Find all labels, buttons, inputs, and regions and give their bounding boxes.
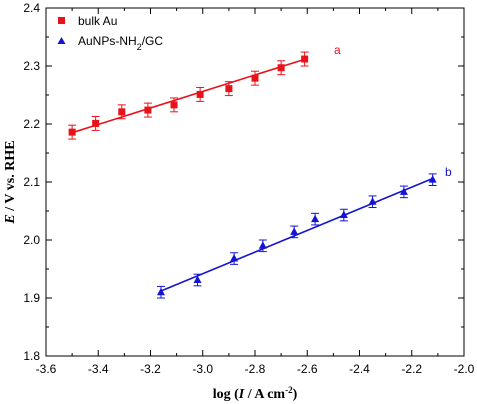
legend-label-bulk-au: bulk Au [78,14,117,28]
y-tick-label: 2.4 [23,1,40,15]
annotation-b: b [445,165,452,179]
data-point-bulk-au [92,119,100,127]
y-tick-label: 1.9 [23,291,40,305]
y-tick-label: 2.0 [23,233,40,247]
data-point-aunps [311,214,320,223]
error-bars [68,51,437,299]
x-tick-label: -2.0 [454,362,475,376]
tick-labels: -3.6 -3.4 -3.2 -3.0 -2.8 -2.6 -2.4 -2.2 -2.0 1.8 1… [23,1,474,376]
annotation-a: a [334,43,341,57]
data-point-aunps [290,227,299,235]
data-points [68,55,437,296]
data-point-bulk-au [118,108,126,116]
data-point-aunps [368,197,377,205]
x-tick-label: -2.8 [245,362,266,376]
legend: bulk Au AuNPs-NH2/GC [57,14,163,52]
x-tick-label: -2.4 [349,362,370,376]
y-axis-title: E / V vs. RHE [3,140,18,224]
data-point-aunps [258,241,267,249]
x-tick-label: -3.0 [192,362,213,376]
fit-line-series-1 [71,57,308,134]
data-point-bulk-au [225,85,233,93]
x-tick-label: -3.2 [140,362,161,376]
data-point-aunps [399,187,408,195]
data-point-bulk-au [170,101,178,109]
x-tick-label: -3.4 [88,362,109,376]
y-tick-label: 2.1 [23,175,40,189]
y-tick-label: 1.8 [23,349,40,363]
legend-marker-bulk-au [58,17,65,24]
data-point-bulk-au [144,106,152,114]
ticks [45,7,465,357]
x-axis-title: log (I / A cm-2) [213,385,298,402]
data-point-aunps [230,254,239,262]
data-point-bulk-au [301,55,309,63]
x-tick-label: -2.2 [401,362,422,376]
y-tick-label: 2.3 [23,59,40,73]
data-point-bulk-au [277,64,285,72]
data-point-aunps [193,275,202,284]
x-tick-label: -3.6 [36,362,57,376]
data-point-aunps [339,210,348,219]
y-tick-label: 2.2 [23,117,40,131]
plot-frame [45,7,465,357]
legend-label-aunps: AuNPs-NH2/GC [78,34,163,52]
x-tick-label: -2.6 [297,362,318,376]
data-point-bulk-au [68,128,76,136]
data-point-bulk-au [251,74,259,82]
data-point-bulk-au [196,90,204,98]
legend-marker-aunps [57,37,66,44]
data-point-aunps [156,287,165,296]
data-point-aunps [428,175,437,183]
fit-lines [71,57,433,292]
